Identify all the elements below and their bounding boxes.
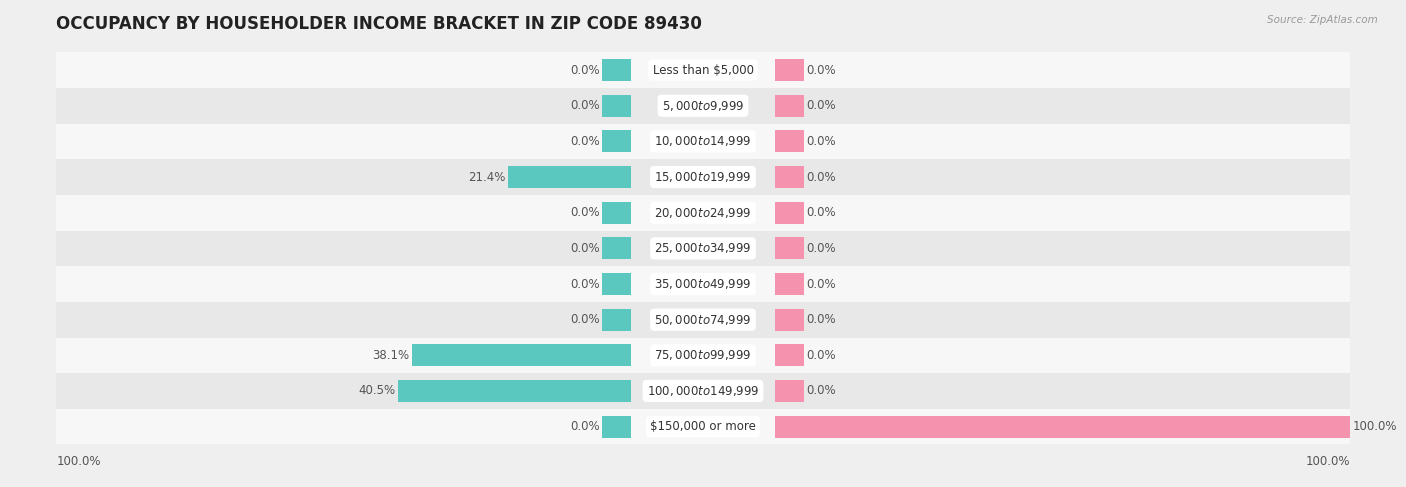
Bar <box>775 380 804 402</box>
Bar <box>775 273 804 295</box>
Bar <box>56 195 1350 230</box>
Text: $15,000 to $19,999: $15,000 to $19,999 <box>654 170 752 184</box>
Text: 0.0%: 0.0% <box>569 206 599 219</box>
Text: 0.0%: 0.0% <box>807 242 837 255</box>
Text: Source: ZipAtlas.com: Source: ZipAtlas.com <box>1267 15 1378 25</box>
Text: 0.0%: 0.0% <box>807 278 837 291</box>
Text: $150,000 or more: $150,000 or more <box>650 420 756 433</box>
Bar <box>775 415 1350 438</box>
Text: $100,000 to $149,999: $100,000 to $149,999 <box>647 384 759 398</box>
Text: Less than $5,000: Less than $5,000 <box>652 64 754 76</box>
Text: $50,000 to $74,999: $50,000 to $74,999 <box>654 313 752 327</box>
Bar <box>602 237 631 260</box>
Text: $75,000 to $99,999: $75,000 to $99,999 <box>654 348 752 362</box>
Bar <box>775 166 804 188</box>
Text: 100.0%: 100.0% <box>1305 454 1350 468</box>
Text: 40.5%: 40.5% <box>359 385 395 397</box>
Text: 0.0%: 0.0% <box>569 99 599 112</box>
Bar <box>56 52 1350 88</box>
Text: 0.0%: 0.0% <box>807 170 837 184</box>
Text: 0.0%: 0.0% <box>807 64 837 76</box>
Bar <box>602 309 631 331</box>
Text: OCCUPANCY BY HOUSEHOLDER INCOME BRACKET IN ZIP CODE 89430: OCCUPANCY BY HOUSEHOLDER INCOME BRACKET … <box>56 15 702 33</box>
Bar <box>56 230 1350 266</box>
Bar <box>602 94 631 117</box>
Bar <box>775 59 804 81</box>
Bar <box>56 159 1350 195</box>
Text: 0.0%: 0.0% <box>807 349 837 362</box>
Text: 0.0%: 0.0% <box>569 64 599 76</box>
Text: 0.0%: 0.0% <box>807 99 837 112</box>
Bar <box>412 344 631 366</box>
Bar <box>56 409 1350 445</box>
Text: 100.0%: 100.0% <box>56 454 101 468</box>
Text: $5,000 to $9,999: $5,000 to $9,999 <box>662 99 744 113</box>
Text: 0.0%: 0.0% <box>569 242 599 255</box>
Text: 0.0%: 0.0% <box>569 278 599 291</box>
Bar <box>602 273 631 295</box>
Text: 0.0%: 0.0% <box>807 135 837 148</box>
Text: $25,000 to $34,999: $25,000 to $34,999 <box>654 242 752 255</box>
Text: 0.0%: 0.0% <box>569 313 599 326</box>
Bar <box>775 202 804 224</box>
Bar <box>775 344 804 366</box>
Bar <box>775 237 804 260</box>
Bar <box>56 302 1350 337</box>
Bar <box>56 266 1350 302</box>
Text: 38.1%: 38.1% <box>373 349 409 362</box>
Text: 0.0%: 0.0% <box>569 420 599 433</box>
Text: 21.4%: 21.4% <box>468 170 505 184</box>
Text: 100.0%: 100.0% <box>1353 420 1398 433</box>
Bar <box>775 131 804 152</box>
Bar <box>398 380 631 402</box>
Bar <box>602 415 631 438</box>
Bar <box>602 202 631 224</box>
Text: 0.0%: 0.0% <box>807 313 837 326</box>
Text: 0.0%: 0.0% <box>807 206 837 219</box>
Legend: Owner-occupied, Renter-occupied: Owner-occupied, Renter-occupied <box>574 482 832 487</box>
Text: 0.0%: 0.0% <box>569 135 599 148</box>
Bar <box>775 94 804 117</box>
Bar <box>56 88 1350 124</box>
Text: $20,000 to $24,999: $20,000 to $24,999 <box>654 206 752 220</box>
Text: 0.0%: 0.0% <box>807 385 837 397</box>
Text: $35,000 to $49,999: $35,000 to $49,999 <box>654 277 752 291</box>
Bar <box>56 373 1350 409</box>
Bar <box>775 309 804 331</box>
Bar <box>602 131 631 152</box>
Bar <box>56 337 1350 373</box>
Text: $10,000 to $14,999: $10,000 to $14,999 <box>654 134 752 149</box>
Bar <box>602 59 631 81</box>
Bar <box>56 124 1350 159</box>
Bar <box>508 166 631 188</box>
